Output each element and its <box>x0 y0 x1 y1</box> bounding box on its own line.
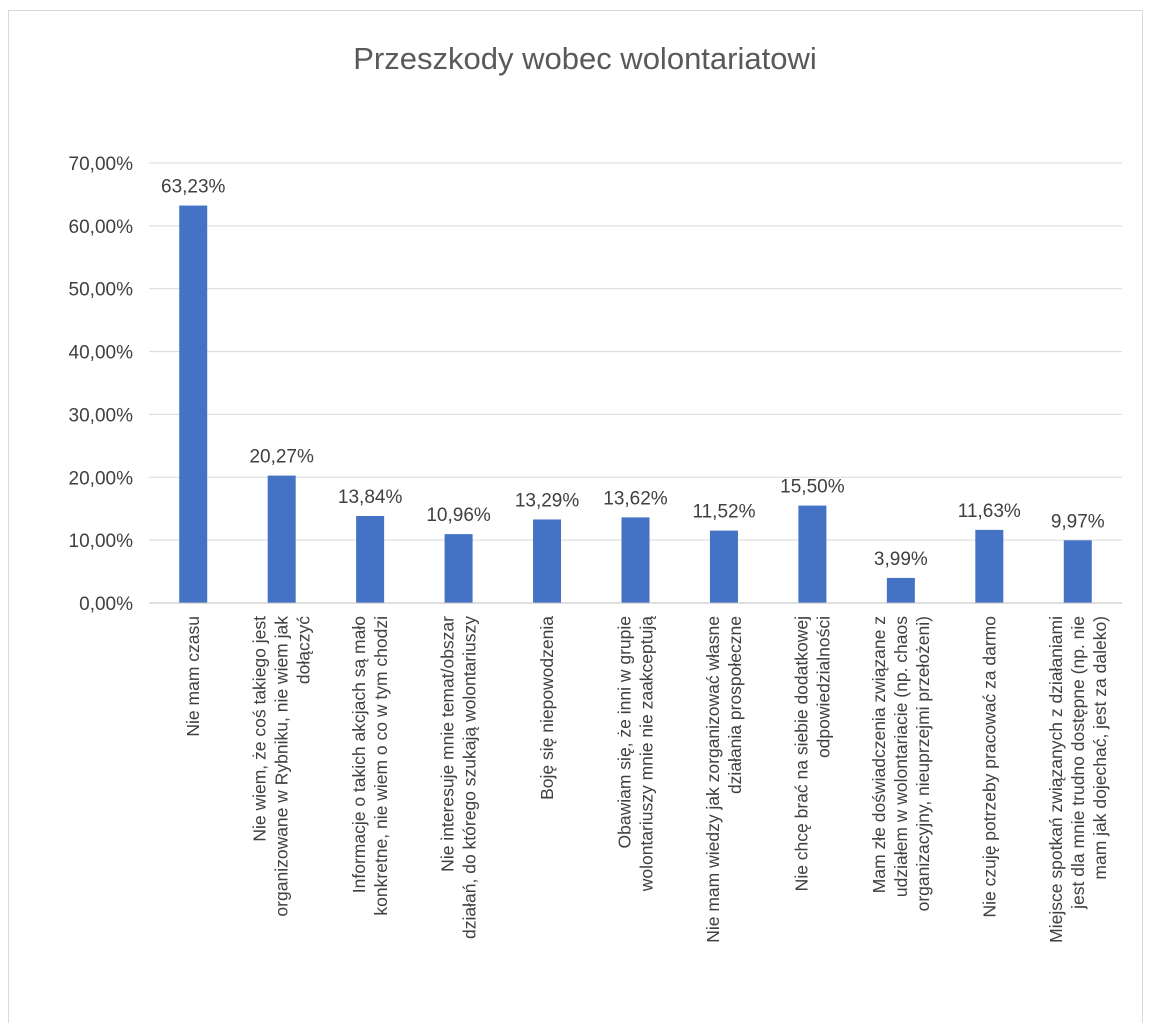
category-label: Nie interesuje mnie temat/obszar działań,… <box>438 616 480 939</box>
bars <box>179 205 1092 603</box>
category-label-line: organizowane w Rybniku, nie wiem jak <box>272 616 292 917</box>
y-tick-label: 70,00% <box>69 154 134 175</box>
category-label-line: jest dla mnie trudno dostępne (np. nie <box>1068 616 1088 910</box>
category-label-line: działania prospołeczne <box>725 616 745 794</box>
data-labels: 63,23% 20,27% 13,84% 10,96% 13,29% 13,62% 11,5… <box>161 177 1105 570</box>
data-label: 63,23% <box>161 177 226 198</box>
category-label-line: dołączyć <box>294 616 314 684</box>
data-label: 15,50% <box>780 477 845 498</box>
category-label: Miejsce spotkań związanych z działaniami… <box>1046 616 1110 943</box>
y-axis-tick-labels: 0,00% 10,00% 20,00% 30,00% 40,00% 50,00% 60,00… <box>69 154 134 615</box>
y-tick-label: 20,00% <box>69 468 134 489</box>
bar <box>1063 540 1092 603</box>
category-label-line: działań, do którego szukają wolontariusz… <box>460 616 480 939</box>
category-label-line: mam jak dojechać, jest za daleko) <box>1090 616 1110 880</box>
bar <box>267 475 296 603</box>
category-label: Boję się niepowodzenia <box>537 616 557 800</box>
category-label: Obawiam się, że inni w grupie wolontarius… <box>615 616 657 893</box>
y-tick-label: 40,00% <box>69 343 134 364</box>
bar <box>798 505 827 603</box>
y-tick-label: 60,00% <box>69 217 134 238</box>
category-label-line: konkretne, nie wiem o co w tym chodzi <box>371 616 391 916</box>
data-label: 9,97% <box>1051 511 1105 532</box>
category-label-line: Informacje o takich akcjach są mało <box>349 616 369 893</box>
category-label-line: Nie mam wiedzy jak zorganizować własne <box>703 616 723 943</box>
category-label-line: organizacyjny, nieuprzejmi przełożeni) <box>913 616 933 911</box>
grid-lines <box>149 162 1122 541</box>
category-label: Nie chcę brać na siebie dodatkowej odpowi… <box>791 616 833 891</box>
category-label: Mam złe doświadczenia związane z udziałem… <box>869 616 933 912</box>
bar <box>709 530 738 603</box>
category-label-line: Nie chcę brać na siebie dodatkowej <box>791 616 811 891</box>
data-label: 3,99% <box>874 549 928 570</box>
data-label: 13,84% <box>338 487 403 508</box>
y-tick-label: 50,00% <box>69 280 134 301</box>
category-label-line: Nie mam czasu <box>183 616 203 737</box>
data-label: 10,96% <box>426 505 491 526</box>
data-label: 11,52% <box>692 502 755 523</box>
bar <box>179 205 208 603</box>
category-label-line: Boję się niepowodzenia <box>537 616 557 800</box>
category-label: Nie czuję potrzeby pracować za darmo <box>979 616 999 918</box>
data-label: 11,63% <box>958 501 1021 522</box>
category-label: Nie wiem, że coś takiego jest organizowan… <box>250 616 314 917</box>
category-label-line: wolontariuszy mnie nie zaakceptują <box>637 616 657 893</box>
category-label-line: Miejsce spotkań związanych z działaniami <box>1046 616 1066 943</box>
data-label: 13,62% <box>603 488 668 509</box>
category-label: Nie mam czasu <box>183 616 203 737</box>
category-label-line: udziałem w wolontariacie (np. chaos <box>891 616 911 897</box>
data-label: 20,27% <box>249 447 314 468</box>
category-label-line: Obawiam się, że inni w grupie <box>615 616 635 848</box>
chart-title: Przeszkody wobec wolontariatowi <box>353 41 817 76</box>
category-label-line: Nie wiem, że coś takiego jest <box>250 616 270 842</box>
bar <box>356 516 385 603</box>
category-label: Informacje o takich akcjach są mało konkr… <box>349 616 391 916</box>
category-label-line: Mam złe doświadczenia związane z <box>869 616 889 893</box>
y-tick-label: 0,00% <box>79 594 133 615</box>
y-tick-label: 30,00% <box>69 405 134 426</box>
category-labels: Nie mam czasu Nie wiem, że coś takiego je… <box>183 616 1110 943</box>
category-label-line: Nie czuję potrzeby pracować za darmo <box>979 616 999 918</box>
bar <box>975 529 1004 603</box>
y-tick-label: 10,00% <box>69 531 134 552</box>
chart-frame: Przeszkody wobec wolontariatowi 0,00% 10,… <box>8 10 1143 1023</box>
bar <box>533 519 562 603</box>
bar-chart: Przeszkody wobec wolontariatowi 0,00% 10,… <box>69 41 1122 943</box>
category-label-line: odpowiedzialności <box>813 616 833 758</box>
bar <box>444 534 473 603</box>
data-label: 13,29% <box>515 490 580 511</box>
category-label-line: Nie interesuje mnie temat/obszar <box>438 616 458 872</box>
bar <box>886 577 915 603</box>
bar <box>621 517 650 603</box>
category-label: Nie mam wiedzy jak zorganizować własne dz… <box>703 616 745 943</box>
